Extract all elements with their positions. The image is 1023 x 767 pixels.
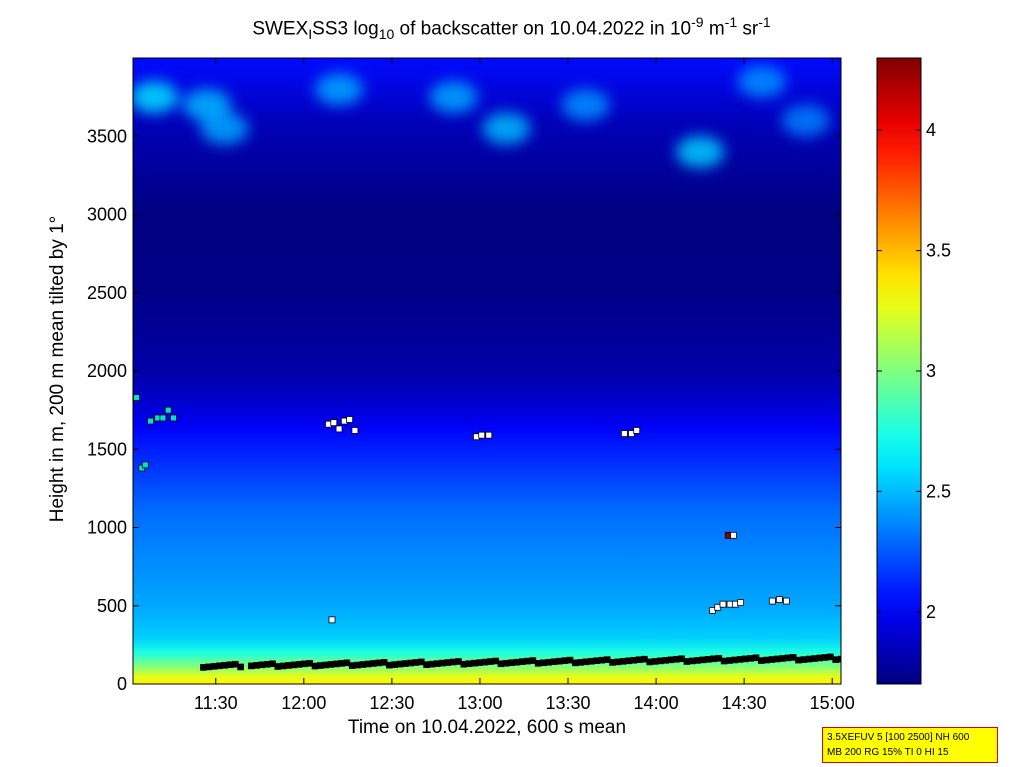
x-tick-label: 14:00 — [634, 693, 679, 713]
y-tick-label: 3500 — [87, 126, 127, 146]
layer-top-marker — [330, 419, 338, 427]
backscatter-heatmap — [133, 58, 841, 684]
layer-top-marker — [346, 416, 354, 423]
colorbar: 2 2.5 3 3.5 4 — [876, 57, 951, 685]
y-tick-label: 1000 — [87, 518, 127, 538]
colorbar-scale — [876, 57, 922, 685]
layer-markers — [133, 394, 841, 671]
layer-top-marker — [775, 596, 783, 603]
layer-top-marker — [783, 597, 790, 605]
cloud-patch — [781, 104, 830, 137]
y-tick-label: 1500 — [87, 439, 127, 459]
x-axis-label: Time on 10.04.2022, 600 s mean — [347, 717, 627, 738]
chart-title: SWEXISS3 log10 of backscatter on 10.04.2… — [252, 14, 771, 43]
y-tick-label: 500 — [97, 596, 127, 616]
cloud-patch — [482, 112, 531, 145]
cloud-patch — [737, 65, 786, 98]
x-tick-label: 13:00 — [457, 693, 502, 713]
cloud-patch — [561, 88, 610, 121]
layer-top-marker — [633, 427, 641, 434]
x-axis: 11:30 12:00 12:30 13:00 13:30 14:00 14:30 15:00 — [194, 58, 855, 713]
layer-top-marker — [159, 414, 167, 422]
layer-top-marker — [328, 616, 336, 624]
layer-top-marker — [485, 431, 493, 439]
y-tick-label: 2000 — [87, 361, 127, 381]
layer-top-marker — [164, 406, 172, 414]
processing-info-box: 3.5XEFUV 5 [100 2500] NH 600 MB 200 RG 1… — [822, 727, 998, 763]
colorbar-tick-label: 2.5 — [926, 481, 951, 501]
surface-marker — [237, 663, 244, 671]
layer-top-marker — [141, 461, 149, 469]
layer-top-marker — [719, 600, 727, 608]
layer-top-marker — [133, 394, 140, 402]
colorbar-tick-label: 3 — [926, 361, 936, 381]
y-tick-label: 3000 — [87, 205, 127, 225]
layer-top-marker — [478, 431, 486, 439]
layer-top-marker — [351, 427, 359, 434]
x-tick-label: 12:30 — [369, 693, 414, 713]
cloud-patch — [676, 135, 725, 168]
cloud-patch — [200, 112, 249, 145]
layer-top-marker — [170, 414, 177, 422]
y-axis-label: Height in m, 200 m mean tilted by 1° — [47, 215, 68, 523]
x-tick-label: 11:30 — [194, 693, 238, 713]
layer-top-marker — [335, 425, 343, 433]
layer-top-marker — [737, 599, 745, 607]
y-tick-label: 2500 — [87, 283, 127, 303]
colorbar-tick-label: 3.5 — [926, 241, 951, 261]
colorbar-tick-label: 4 — [926, 120, 936, 140]
layer-top-marker — [147, 417, 155, 425]
info-line-2: MB 200 RG 15% TI 0 HI 15 — [827, 747, 949, 758]
layer-top-marker — [620, 430, 628, 438]
x-tick-label: 15:00 — [810, 693, 855, 713]
heatmap-field — [133, 58, 841, 684]
layer-top-marker — [768, 597, 776, 605]
x-tick-label: 13:30 — [545, 693, 590, 713]
colorbar-tick-label: 2 — [926, 602, 936, 622]
info-line-1: 3.5XEFUV 5 [100 2500] NH 600 — [827, 732, 970, 743]
surface-marker — [837, 655, 841, 663]
x-tick-label: 12:00 — [281, 693, 326, 713]
layer-top-marker — [730, 531, 737, 539]
y-axis: 0 500 1000 1500 2000 2500 3000 3500 — [87, 126, 841, 694]
cloud-patch — [133, 81, 179, 114]
x-tick-label: 14:30 — [722, 693, 767, 713]
cloud-patch — [429, 81, 478, 114]
cloud-patch — [315, 73, 364, 106]
y-tick-label: 0 — [117, 674, 127, 694]
cloud-patches — [133, 65, 830, 168]
